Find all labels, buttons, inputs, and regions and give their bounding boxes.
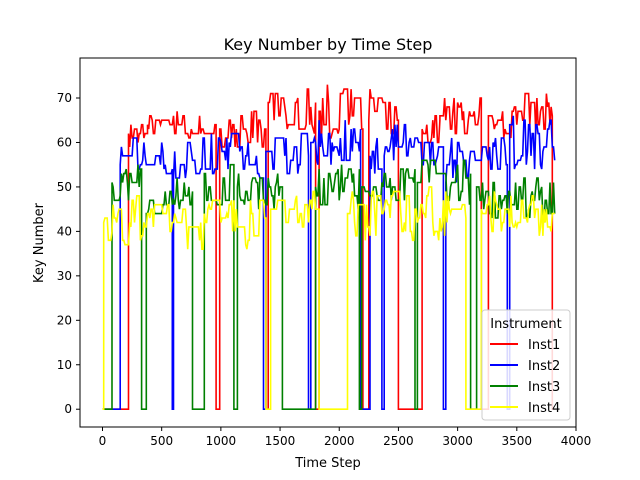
x-axis-label: Time Step <box>294 456 361 471</box>
y-tick-label: 10 <box>57 358 72 372</box>
legend-box <box>481 309 571 421</box>
x-axis: 0 500 1000 1500 2000 2500 3000 3500 4000 <box>99 427 592 448</box>
chart-title: Key Number by Time Step <box>224 35 433 54</box>
x-tick-label: 1000 <box>206 434 237 448</box>
plot-frame <box>79 57 577 428</box>
x-tick-label: 1500 <box>265 434 296 448</box>
y-tick-label: 0 <box>64 402 72 416</box>
plot-lines <box>102 84 556 410</box>
x-tick-label: 500 <box>150 434 173 448</box>
legend-label-inst4: Inst4 <box>528 401 560 416</box>
legend-title: Instrument <box>490 317 562 332</box>
legend-label-inst2: Inst2 <box>528 359 560 374</box>
x-tick-label: 0 <box>99 434 107 448</box>
legend-entries: Inst1 Inst2 Inst3 Inst4 <box>490 338 560 416</box>
series-line-inst1 <box>102 84 555 410</box>
y-axis: 0 10 20 30 40 50 60 70 <box>57 91 80 416</box>
x-tick-label: 3500 <box>502 434 533 448</box>
legend-label-inst3: Inst3 <box>528 380 560 395</box>
y-tick-label: 50 <box>57 180 72 194</box>
legend-label-inst1: Inst1 <box>528 338 560 353</box>
x-tick-label: 2500 <box>383 434 414 448</box>
legend: Instrument Inst1 Inst2 Inst3 Inst4 <box>481 309 571 421</box>
x-tick-label: 2000 <box>324 434 355 448</box>
y-axis-label: Key Number <box>32 202 47 283</box>
x-tick-label: 3000 <box>442 434 473 448</box>
y-tick-label: 60 <box>57 135 72 149</box>
series-line-inst3 <box>102 159 556 410</box>
y-tick-label: 30 <box>57 269 72 283</box>
y-tick-label: 70 <box>57 91 72 105</box>
y-tick-label: 20 <box>57 313 72 327</box>
x-tick-label: 4000 <box>561 434 592 448</box>
y-tick-label: 40 <box>57 224 72 238</box>
series-line-inst4 <box>102 186 555 410</box>
